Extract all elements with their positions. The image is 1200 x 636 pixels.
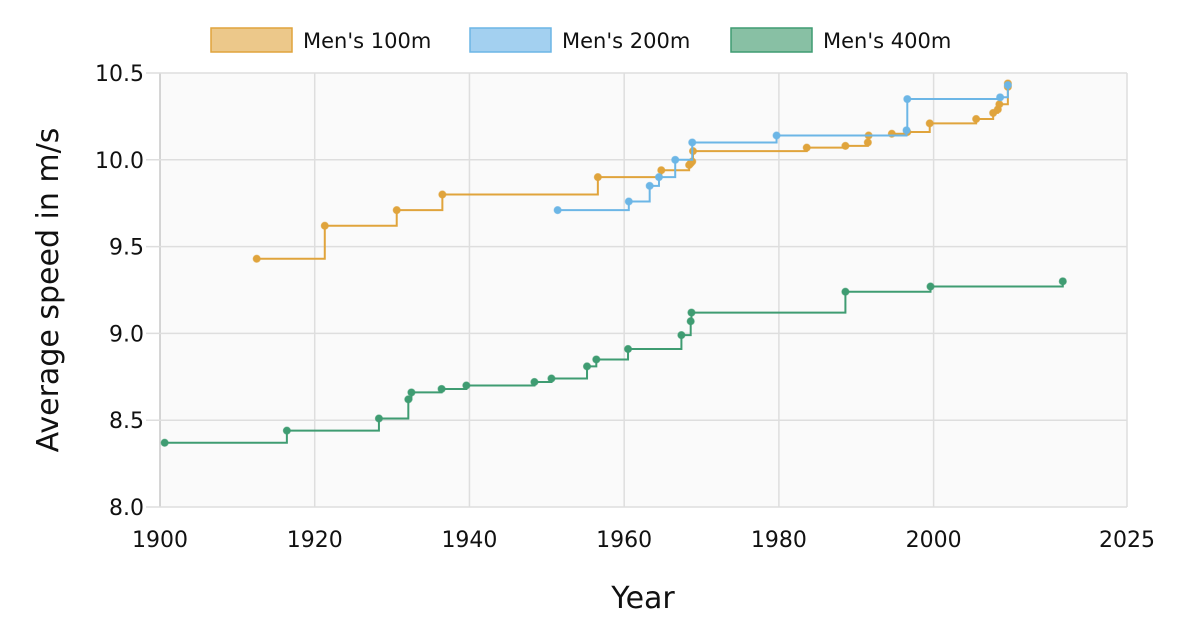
x-tick-label: 1920 xyxy=(287,528,343,553)
legend-swatch xyxy=(469,27,552,53)
data-point xyxy=(657,166,666,175)
x-axis: 1900 1920 1940 1960 1980 2000 2025 xyxy=(132,528,1155,553)
data-point xyxy=(374,414,384,423)
data-point xyxy=(624,197,633,206)
series-line xyxy=(164,281,1064,444)
x-tick-label: 1980 xyxy=(751,528,807,553)
data-point xyxy=(530,377,539,387)
x-tick-label: 1960 xyxy=(596,528,652,553)
x-tick-label: 1940 xyxy=(441,528,497,553)
data-point xyxy=(553,206,562,215)
data-point xyxy=(437,384,446,394)
data-point xyxy=(677,331,686,340)
data-point xyxy=(926,282,935,291)
data-point xyxy=(438,190,447,199)
data-point xyxy=(686,317,695,326)
y-tick-label: 9.5 xyxy=(109,236,144,261)
legend-item: Men's 200m xyxy=(469,27,690,53)
data-point xyxy=(282,426,291,435)
legend-label: Men's 400m xyxy=(823,29,951,53)
legend-label: Men's 200m xyxy=(562,29,690,53)
legend-label: Men's 100m xyxy=(303,29,431,53)
legend-item: Men's 400m xyxy=(730,27,951,53)
data-point xyxy=(687,308,696,317)
data-point xyxy=(671,155,680,164)
data-point xyxy=(320,221,329,230)
x-tick-label: 2025 xyxy=(1099,528,1155,553)
data-point xyxy=(462,381,471,390)
data-point xyxy=(863,138,872,147)
data-point xyxy=(623,344,633,354)
data-point xyxy=(404,395,413,404)
legend-swatch xyxy=(730,27,813,53)
data-point xyxy=(160,438,169,447)
data-point xyxy=(582,362,592,371)
plot-area xyxy=(160,73,1127,507)
x-tick-label: 1900 xyxy=(132,528,188,553)
data-point xyxy=(592,355,601,364)
data-point xyxy=(925,119,934,128)
y-tick-label: 10.0 xyxy=(95,149,144,174)
y-tick-label: 9.0 xyxy=(109,322,144,347)
y-tick-label: 8.0 xyxy=(109,496,144,521)
data-point xyxy=(903,94,912,104)
data-point xyxy=(1058,277,1067,286)
data-point xyxy=(407,388,416,397)
data-point xyxy=(802,143,811,152)
data-point xyxy=(841,287,850,296)
legend-swatch xyxy=(210,27,293,53)
legend: Men's 100m Men's 200m Men's 400m xyxy=(210,27,951,53)
series-2 xyxy=(553,81,1012,215)
data-point xyxy=(902,126,911,135)
series-3 xyxy=(160,277,1067,447)
data-point xyxy=(688,138,697,147)
data-point xyxy=(772,131,781,140)
data-point xyxy=(645,181,654,190)
series-group xyxy=(160,79,1067,447)
data-point xyxy=(392,206,401,215)
data-point xyxy=(1003,81,1012,90)
data-point xyxy=(972,114,981,124)
data-point xyxy=(654,173,664,182)
legend-item: Men's 100m xyxy=(210,27,431,53)
data-point xyxy=(996,93,1005,102)
y-axis-label: Average speed in m/s xyxy=(31,128,66,453)
data-point xyxy=(252,254,261,263)
x-tick-label: 2000 xyxy=(906,528,962,553)
data-point xyxy=(547,374,556,383)
x-axis-label: Year xyxy=(610,581,675,616)
y-tick-label: 10.5 xyxy=(95,62,144,87)
data-point xyxy=(841,141,850,151)
y-tick-label: 8.5 xyxy=(109,409,144,434)
grid xyxy=(146,72,1128,508)
data-point xyxy=(593,173,602,182)
y-axis: 8.0 8.5 9.0 9.5 10.0 10.5 xyxy=(95,62,144,521)
data-point xyxy=(995,100,1004,109)
